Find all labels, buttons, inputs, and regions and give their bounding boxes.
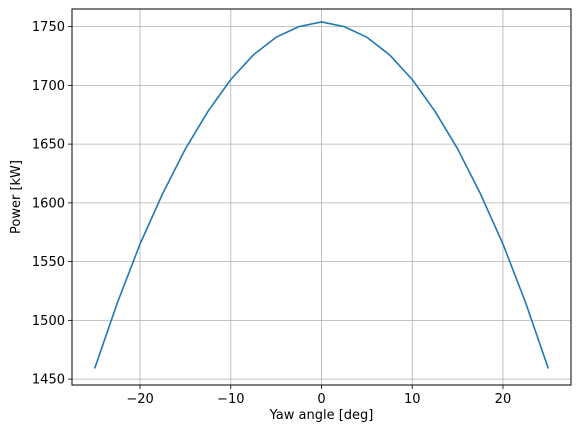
y-axis-label: Power [kW] <box>9 160 24 234</box>
y-tick-label: 1650 <box>32 138 65 153</box>
series-line <box>93 21 550 369</box>
y-tick-label: 1450 <box>32 373 65 388</box>
x-tick-marks: −20 −10 0 10 20 <box>126 385 511 407</box>
y-tick-label: 1600 <box>32 196 65 211</box>
plot-series <box>93 21 550 369</box>
y-tick-label: 1750 <box>32 20 65 35</box>
x-tick-label: 20 <box>495 392 512 407</box>
plot-frame <box>71 8 572 386</box>
x-tick-label: 10 <box>404 392 421 407</box>
y-tick-label: 1500 <box>32 314 65 329</box>
y-tick-label: 1700 <box>32 79 65 94</box>
x-tick-label: −10 <box>217 392 244 407</box>
x-tick-label: −20 <box>126 392 153 407</box>
y-tick-label: 1550 <box>32 255 65 270</box>
x-tick-label: 0 <box>317 392 325 407</box>
grid-lines <box>72 9 571 385</box>
y-tick-marks: 1450 1500 1550 1600 1650 1700 1750 <box>32 20 72 388</box>
x-axis-label: Yaw angle [deg] <box>269 408 374 423</box>
